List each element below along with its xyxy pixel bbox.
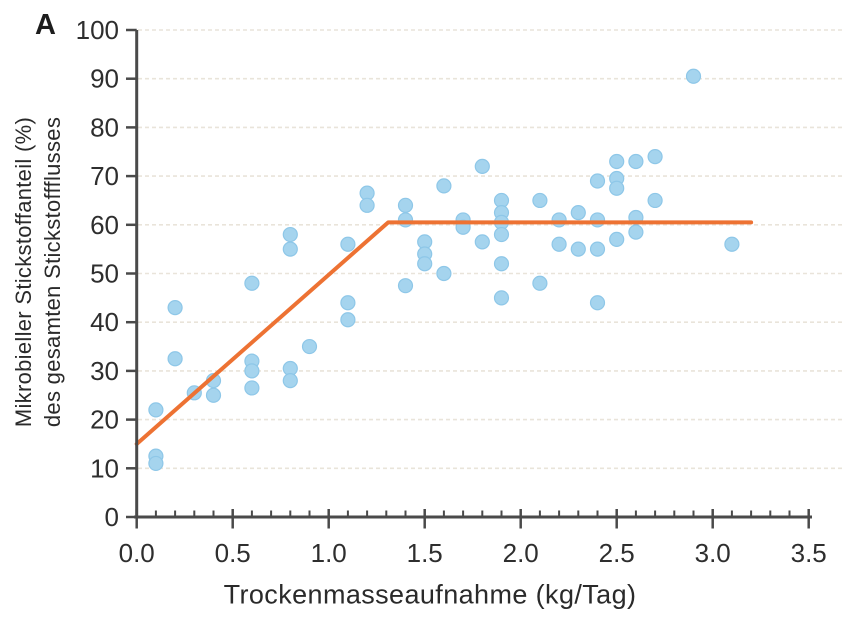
data-point [532, 192, 548, 209]
x-tick-label: 2.5 [599, 538, 635, 568]
data-point [340, 236, 356, 252]
data-point [609, 153, 625, 170]
data-point [282, 373, 298, 389]
y-tick-label: 60 [90, 210, 119, 240]
y-tick-label: 70 [90, 161, 119, 191]
data-point [397, 197, 414, 213]
data-point [205, 387, 222, 403]
data-point [167, 351, 183, 367]
data-point [474, 234, 490, 250]
fit-line [134, 220, 754, 446]
y-tick-label: 0 [105, 502, 119, 532]
x-tick-label: 3.0 [695, 538, 731, 568]
x-axis-title: Trockenmasseaufnahme (kg/Tag) [223, 579, 637, 610]
data-point [474, 158, 490, 174]
data-point [359, 197, 375, 213]
x-tick-label: 3.5 [791, 538, 827, 568]
data-point [609, 180, 625, 196]
data-point [647, 192, 663, 209]
data-point [148, 455, 164, 472]
data-point [340, 312, 356, 328]
data-point [570, 241, 586, 257]
data-point [244, 275, 260, 291]
data-point [301, 338, 318, 355]
x-tick-label: 2.0 [503, 538, 539, 568]
data-point [570, 205, 586, 221]
gridlines [138, 29, 845, 470]
data-point [244, 380, 260, 396]
data-point [282, 226, 298, 243]
fit-line-path [134, 220, 754, 446]
data-point [551, 236, 567, 252]
y-tick-label: 90 [90, 64, 119, 94]
x-tick-label: 1.5 [407, 538, 443, 568]
data-point [493, 256, 510, 272]
data-point [397, 212, 414, 228]
y-tick-label: 40 [90, 307, 119, 337]
panel-label: A [35, 9, 56, 41]
data-point [685, 68, 702, 84]
data-point [340, 295, 356, 311]
data-point [397, 278, 414, 294]
data-point [628, 224, 644, 240]
data-point [417, 256, 433, 272]
data-point [628, 153, 644, 170]
data-point [148, 402, 164, 418]
y-tick-label: 100 [76, 15, 119, 45]
data-point [244, 363, 260, 379]
data-point [436, 178, 452, 194]
axes [126, 28, 812, 529]
x-tick-label: 0.5 [215, 538, 251, 568]
y-axis-title-line1: Mikrobieller Stickstoffanteil (%) [11, 116, 36, 428]
tick-labels: 0 10 20 30 40 50 60 70 80 90 100 0.0 0.5 1.0 1.5 2.0 2.5… [76, 15, 827, 568]
points [148, 68, 740, 472]
y-tick-label: 80 [90, 112, 119, 142]
data-point [493, 226, 510, 243]
data-point [551, 212, 567, 228]
data-point [589, 241, 606, 257]
data-point [609, 231, 625, 248]
data-point [589, 173, 606, 189]
y-tick-label: 30 [90, 356, 119, 386]
x-tick-label: 1.0 [311, 538, 347, 568]
y-axis-title-line2: des gesamten Stickstoffflusses [40, 116, 65, 428]
y-tick-label: 50 [90, 259, 119, 289]
y-tick-label: 20 [90, 405, 119, 435]
x-tick-label: 0.0 [119, 538, 155, 568]
y-tick-label: 10 [90, 453, 119, 483]
data-point [532, 275, 548, 291]
y-axis-title: Mikrobieller Stickstoffanteil (%) des ge… [9, 117, 67, 427]
data-point [167, 299, 183, 316]
data-point [282, 241, 298, 257]
data-point [589, 212, 606, 228]
data-point [724, 236, 740, 252]
data-point [589, 295, 606, 311]
data-point [436, 265, 452, 282]
data-point [493, 290, 510, 306]
data-point [647, 149, 663, 165]
